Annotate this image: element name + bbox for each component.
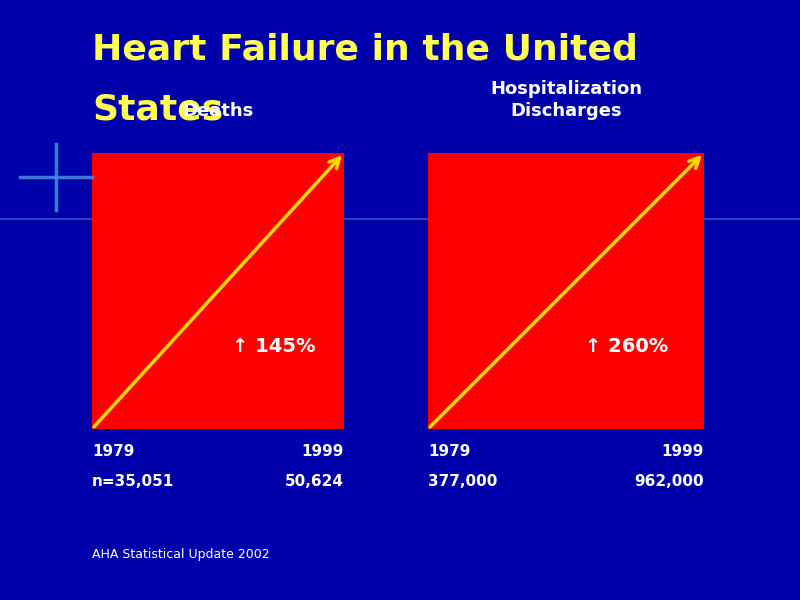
- Text: Heart Failure in the United: Heart Failure in the United: [92, 33, 638, 67]
- Text: Deaths: Deaths: [182, 102, 254, 120]
- Text: States: States: [92, 93, 223, 127]
- Text: ↑ 260%: ↑ 260%: [585, 337, 668, 356]
- Text: Hospitalization
Discharges: Hospitalization Discharges: [490, 80, 642, 120]
- Text: ↑ 145%: ↑ 145%: [232, 337, 315, 356]
- Bar: [428, 153, 704, 429]
- Text: 962,000: 962,000: [634, 474, 704, 489]
- Text: 1999: 1999: [302, 444, 344, 459]
- Text: 1979: 1979: [92, 444, 134, 459]
- Text: AHA Statistical Update 2002: AHA Statistical Update 2002: [92, 548, 270, 561]
- Text: 1999: 1999: [662, 444, 704, 459]
- Text: 377,000: 377,000: [428, 474, 498, 489]
- Text: 50,624: 50,624: [285, 474, 344, 489]
- Text: 1979: 1979: [428, 444, 470, 459]
- Bar: [92, 153, 344, 429]
- Text: n=35,051: n=35,051: [92, 474, 174, 489]
